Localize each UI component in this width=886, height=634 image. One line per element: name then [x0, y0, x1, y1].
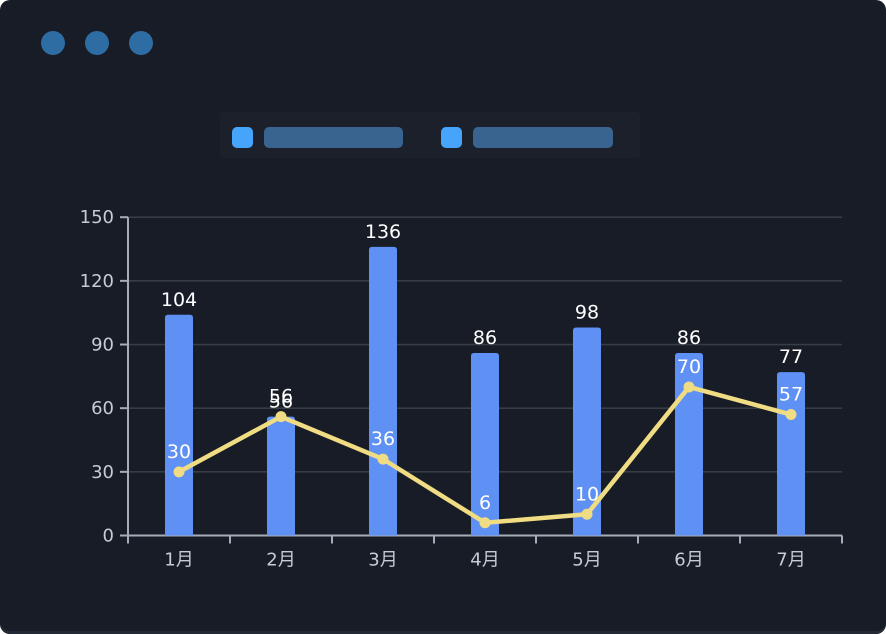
- bar-value-label: 56: [269, 391, 293, 413]
- line-point[interactable]: [275, 411, 287, 423]
- x-axis-category-label: 7月: [776, 550, 805, 571]
- line-value-label: 30: [167, 441, 191, 463]
- bar-value-label: 104: [161, 289, 197, 311]
- bar[interactable]: [675, 353, 703, 536]
- line-value-label: 70: [677, 356, 701, 378]
- bar[interactable]: [369, 246, 397, 536]
- legend-item-line-series[interactable]: [441, 127, 613, 148]
- x-axis-category-label: 2月: [266, 550, 295, 571]
- bar-value-label: 86: [473, 327, 497, 349]
- x-axis-category-label: 5月: [572, 550, 601, 571]
- line-point[interactable]: [581, 508, 593, 520]
- bar[interactable]: [267, 416, 295, 536]
- line-point[interactable]: [173, 466, 185, 478]
- y-axis-tick-label: 60: [91, 398, 114, 419]
- bar-value-label: 98: [575, 302, 599, 324]
- y-axis-tick-label: 90: [91, 335, 114, 356]
- legend-label-placeholder: [264, 127, 403, 148]
- line-point[interactable]: [377, 453, 389, 465]
- bar-value-label: 86: [677, 327, 701, 349]
- line-point[interactable]: [785, 409, 797, 421]
- line-value-label: 36: [371, 428, 395, 450]
- window-dot-icon[interactable]: [129, 31, 153, 55]
- line-value-label: 10: [575, 483, 599, 505]
- line-point[interactable]: [479, 517, 491, 529]
- x-axis-category-label: 6月: [674, 550, 703, 571]
- y-axis-tick-label: 120: [80, 271, 114, 292]
- bar[interactable]: [471, 353, 499, 536]
- window-controls: [41, 31, 153, 55]
- legend-swatch-icon: [441, 127, 462, 148]
- y-axis-tick-label: 30: [91, 462, 114, 483]
- legend-item-bar-series[interactable]: [232, 127, 403, 148]
- line-point[interactable]: [683, 381, 695, 393]
- x-axis-category-label: 1月: [164, 550, 193, 571]
- x-axis-category-label: 3月: [368, 550, 397, 571]
- bar[interactable]: [165, 314, 193, 536]
- legend-swatch-icon: [232, 127, 253, 148]
- window-dot-icon[interactable]: [85, 31, 109, 55]
- y-axis-tick-label: 0: [103, 526, 114, 547]
- bar-value-label: 77: [779, 346, 803, 368]
- legend-label-placeholder: [473, 127, 613, 148]
- bar-value-label: 136: [365, 221, 401, 243]
- line-value-label: 56: [269, 386, 293, 408]
- line-value-label: 57: [779, 384, 803, 406]
- line-value-label: 6: [479, 492, 491, 514]
- bar[interactable]: [573, 327, 601, 536]
- window-dot-icon[interactable]: [41, 31, 65, 55]
- y-axis-tick-label: 150: [80, 207, 114, 228]
- x-axis-category-label: 4月: [470, 550, 499, 571]
